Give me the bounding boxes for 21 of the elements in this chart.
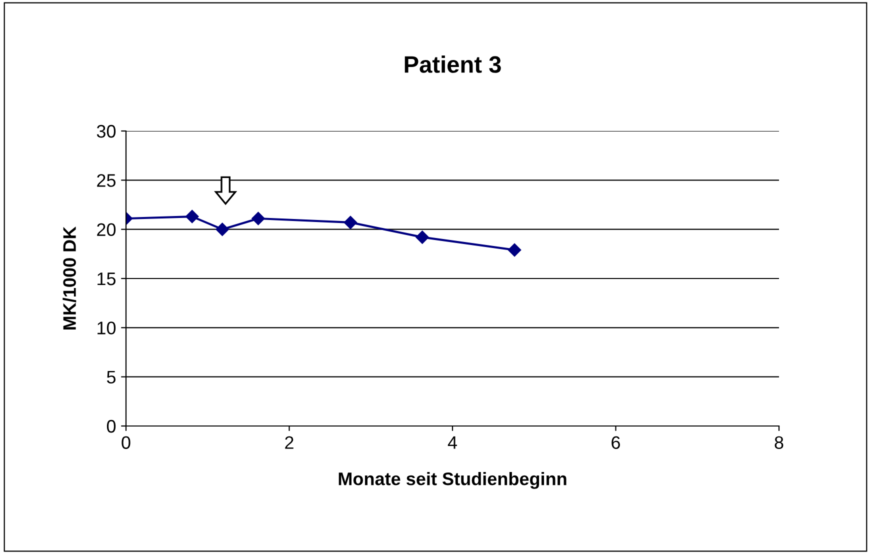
x-axis-title: Monate seit Studienbeginn <box>338 472 566 489</box>
point <box>252 212 265 226</box>
point <box>508 243 522 257</box>
x-tick-label: 8 <box>774 436 784 449</box>
x-tick-label: 0 <box>122 436 130 449</box>
y-tick-label: 5 <box>106 370 116 384</box>
y-tick-label: 25 <box>97 174 116 187</box>
y-tick-label: 10 <box>98 322 116 334</box>
point <box>216 222 229 236</box>
y-tick-label: 20 <box>97 223 116 236</box>
x-tick-label: 2 <box>285 436 294 449</box>
y-tick-label: 30 <box>96 124 116 138</box>
point <box>186 210 199 224</box>
point <box>344 216 358 230</box>
y-tick-label: 15 <box>98 272 116 286</box>
x-tick-label: 4 <box>448 436 457 449</box>
x-tick-label: 6 <box>612 436 620 449</box>
chart-title: Patient 3 <box>404 56 501 73</box>
y-tick-label: 0 <box>106 420 116 433</box>
y-axis-title: MK/1000 DK <box>62 226 76 330</box>
point <box>416 230 429 244</box>
